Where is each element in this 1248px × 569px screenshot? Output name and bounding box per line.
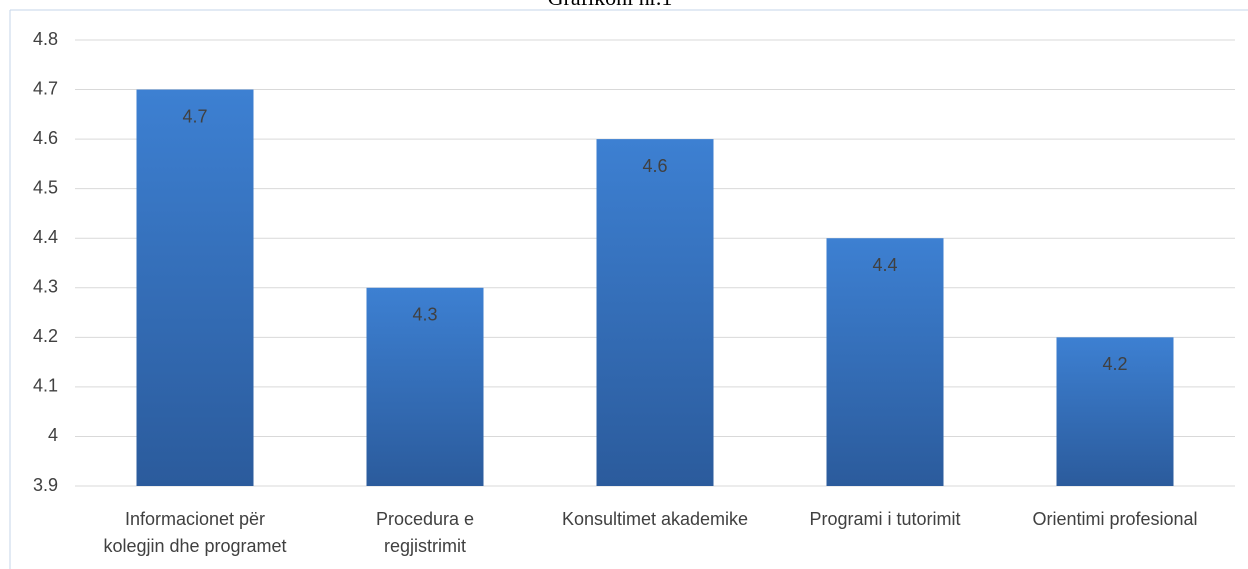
x-tick-label: Orientimi profesional [1032, 509, 1198, 529]
bar [366, 287, 484, 486]
bar [1056, 337, 1174, 486]
x-tick-label: Procedura e regjistrimit [375, 509, 475, 556]
y-tick-label: 4.3 [33, 277, 58, 297]
value-label: 4.3 [412, 305, 437, 325]
y-tick-label: 4.6 [33, 128, 58, 148]
chart-title: Grafikoni nr.1 [548, 0, 673, 10]
x-tick-label: Programi i tutorimit [809, 509, 961, 529]
value-label: 4.7 [182, 106, 207, 126]
bar [826, 238, 944, 486]
x-tick-label: Konsultimet akademike [561, 509, 749, 529]
y-tick-label: 4.1 [33, 376, 58, 396]
y-tick-label: 4 [48, 425, 58, 445]
y-tick-label: 4.8 [33, 29, 58, 49]
title-bg [480, 0, 740, 9]
value-label: 4.4 [872, 255, 897, 275]
value-label: 4.6 [642, 156, 667, 176]
y-tick-label: 4.7 [33, 78, 58, 98]
y-tick-label: 3.9 [33, 475, 58, 495]
y-tick-label: 4.5 [33, 177, 58, 197]
x-tick-label: Informacionet për kolegjin dhe programet [103, 509, 287, 556]
bar [596, 139, 714, 486]
value-label: 4.2 [1102, 354, 1127, 374]
y-tick-label: 4.2 [33, 326, 58, 346]
bar [136, 89, 254, 487]
y-tick-label: 4.4 [33, 227, 58, 247]
